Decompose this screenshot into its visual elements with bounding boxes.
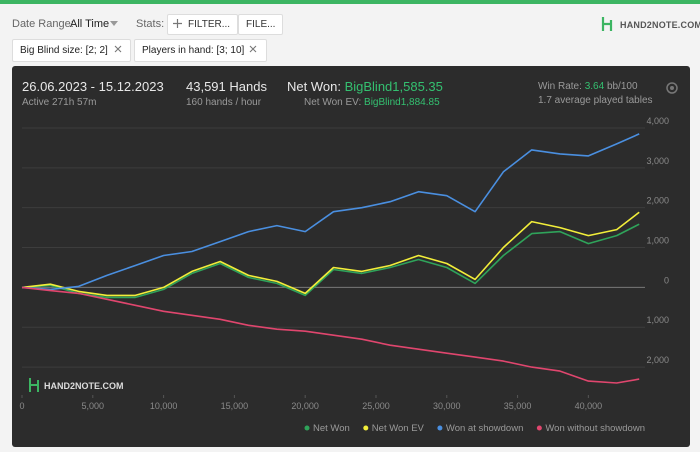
y-tick-label: 0	[664, 275, 669, 285]
y-tick-label: 2,000	[646, 196, 669, 206]
net-won-label: Net Won:	[287, 79, 341, 94]
series-line	[21, 133, 640, 291]
y-tick-label: 2,000	[646, 355, 669, 365]
legend-label: Net Won EV	[372, 423, 425, 434]
x-tick-label: 30,000	[433, 401, 461, 411]
settings-icon[interactable]	[664, 80, 680, 96]
x-tick-label: 25,000	[362, 401, 390, 411]
x-tick-label: 35,000	[504, 401, 532, 411]
chip-close[interactable]	[249, 45, 257, 53]
hands-rate: 160 hands / hour	[186, 97, 262, 108]
active-time: Active 271h 57m	[22, 97, 97, 108]
legend-label: Net Won	[313, 423, 350, 434]
legend-swatch	[304, 425, 310, 431]
chart: HAND2NOTE.COM 2,000 1,000 0 1,000 2,000 3,000…	[19, 116, 669, 434]
file-button[interactable]: FILE...	[238, 14, 284, 35]
x-tick-label: 5,000	[82, 401, 105, 411]
y-tick-label: 1,000	[646, 236, 669, 246]
x-tick-label: 40,000	[575, 401, 603, 411]
y-tick-label: 4,000	[646, 116, 669, 126]
hands: 43,591 Hands	[186, 79, 267, 94]
legend-label: Won at showdown	[446, 423, 523, 434]
watermark: HAND2NOTE.COM	[44, 381, 124, 391]
tables: 1.7 average played tables	[538, 95, 653, 106]
x-tick-label: 15,000	[221, 401, 249, 411]
filter-chip[interactable]: Players in hand: [3; 10]	[134, 39, 268, 62]
net-won-value: BigBlind1,585.35	[344, 79, 443, 94]
win-rate-label: Win Rate:	[538, 81, 582, 92]
x-tick-label: 0	[19, 401, 24, 411]
logo-icon	[601, 17, 613, 31]
net-won-ev-value: BigBlind1,884.85	[364, 97, 440, 108]
series-line	[21, 223, 640, 299]
x-tick-label: 10,000	[150, 401, 178, 411]
filter-chip[interactable]: Big Blind size: [2; 2]	[12, 39, 131, 62]
series-line	[21, 286, 640, 384]
win-rate-value: 3.64	[584, 81, 605, 92]
watermark-icon	[29, 378, 39, 392]
legend-label: Won without showdown	[545, 423, 645, 434]
logo-text: HAND2NOTE.COM	[620, 20, 700, 30]
y-tick-label: 3,000	[646, 156, 669, 166]
filter-button[interactable]: FILTER...	[167, 14, 239, 35]
chart-panel: 26.06.2023 - 15.12.2023 Active 271h 57m …	[12, 66, 690, 447]
top-accent	[0, 0, 700, 4]
date-range-label: Date Range:	[12, 18, 74, 30]
legend-swatch	[437, 425, 443, 431]
net-won-ev-label: Net Won EV:	[304, 97, 362, 108]
date-range-value[interactable]: All Time	[70, 18, 110, 30]
x-tick-label: 20,000	[291, 401, 319, 411]
dropdown-arrow[interactable]	[110, 21, 118, 27]
chip-close[interactable]	[114, 45, 122, 53]
legend-swatch	[363, 425, 369, 431]
stats-label: Stats:	[136, 18, 165, 30]
win-rate-unit: bb/100	[606, 81, 638, 92]
plus-icon	[173, 19, 182, 28]
legend-swatch	[536, 425, 542, 431]
period: 26.06.2023 - 15.12.2023	[22, 79, 164, 94]
y-tick-label: 1,000	[646, 315, 669, 325]
series-line	[21, 211, 640, 297]
